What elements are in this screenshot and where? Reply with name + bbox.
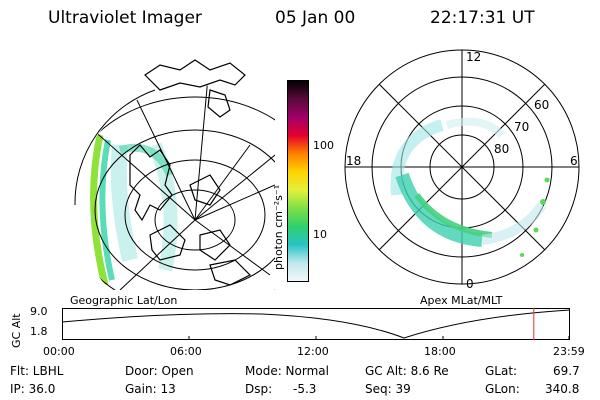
auroral-emission-polar bbox=[390, 117, 550, 257]
mode-info: Mode: Normal bbox=[245, 364, 329, 378]
timeline-xtick-0600: 06:00 bbox=[170, 345, 202, 358]
filter-info: Flt: LBHL bbox=[10, 364, 64, 378]
mlat-label-70: 70 bbox=[514, 120, 529, 134]
gain-info: Gain: 13 bbox=[125, 382, 176, 396]
image-time: 22:17:31 UT bbox=[430, 8, 535, 28]
timeline-ylabel: GC Alt bbox=[10, 313, 23, 348]
glon-value: 340.8 bbox=[545, 382, 580, 396]
timeline-xtick-1200: 12:00 bbox=[297, 345, 329, 358]
colorbar-tick-10: 10 bbox=[313, 228, 327, 241]
intensity-colorbar bbox=[287, 80, 309, 282]
glon-label: GLon: bbox=[485, 382, 520, 396]
glat-label: GLat: bbox=[485, 364, 518, 378]
mlt-label-6: 6 bbox=[570, 154, 578, 168]
auroral-emission-geo bbox=[90, 134, 178, 286]
polar-mlt-plot: 12 18 6 0 60 70 80 bbox=[344, 49, 580, 290]
geographic-panel-label: Geographic Lat/Lon bbox=[70, 294, 178, 307]
mlt-label-18: 18 bbox=[346, 154, 361, 168]
mlat-label-80: 80 bbox=[494, 142, 509, 156]
dsp-value: -5.3 bbox=[293, 382, 317, 396]
mlt-label-0: 0 bbox=[466, 277, 474, 290]
gc-altitude-info: GC Alt: 8.6 Re bbox=[365, 364, 449, 378]
timeline-ytick-bottom: 1.8 bbox=[30, 325, 48, 338]
timeline-xtick-1800: 18:00 bbox=[424, 345, 456, 358]
mlat-label-60: 60 bbox=[534, 98, 549, 112]
apex-panel-label: Apex MLat/MLT bbox=[420, 294, 503, 307]
ip-info: IP: 36.0 bbox=[10, 382, 56, 396]
door-info: Door: Open bbox=[125, 364, 194, 378]
sequence-info: Seq: 39 bbox=[365, 382, 411, 396]
mlt-label-12: 12 bbox=[466, 50, 481, 64]
orbit-altitude-timeline bbox=[62, 308, 570, 340]
dsp-label: Dsp: bbox=[245, 382, 273, 396]
timeline-ytick-top: 9.0 bbox=[30, 305, 48, 318]
glat-value: 69.7 bbox=[553, 364, 580, 378]
geographic-map bbox=[74, 59, 275, 290]
colorbar-units-label: photon cm⁻²s⁻¹ bbox=[272, 184, 285, 270]
instrument-title: Ultraviolet Imager bbox=[48, 8, 202, 28]
colorbar-tick-100: 100 bbox=[313, 139, 334, 152]
image-date: 05 Jan 00 bbox=[275, 8, 356, 28]
timeline-xtick-0000: 00:00 bbox=[43, 345, 75, 358]
timeline-xtick-2359: 23:59 bbox=[553, 345, 585, 358]
